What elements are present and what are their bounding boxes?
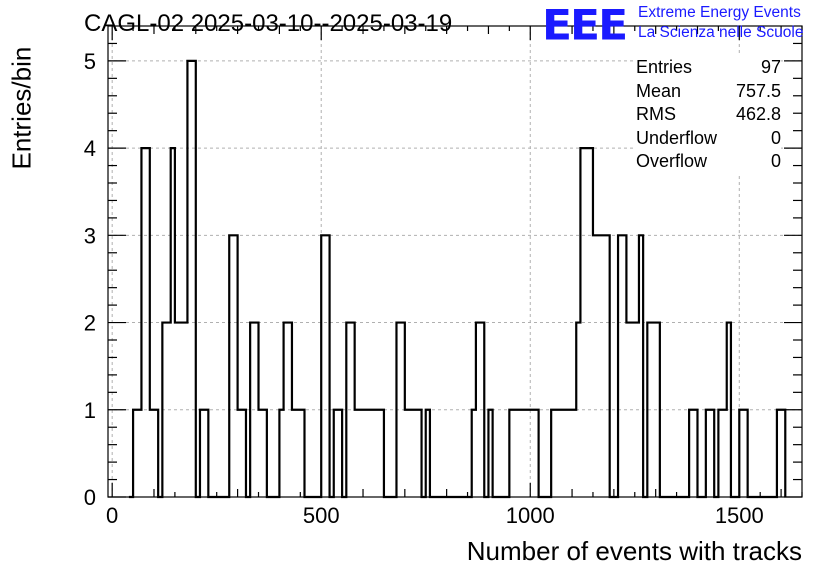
eee-logo: EEE	[542, 1, 628, 50]
logo-line-2: La Scienza nelle Scuole	[638, 24, 804, 41]
stats-entries-row: Entries 97	[636, 56, 781, 80]
stats-mean-row: Mean 757.5	[636, 80, 781, 104]
y-tick-label: 5	[84, 49, 96, 74]
stats-underflow-label: Underflow	[636, 127, 718, 148]
stats-overflow-row: Overflow 0	[636, 150, 781, 174]
y-tick-label: 0	[84, 485, 96, 510]
x-tick-label: 500	[303, 503, 340, 528]
stats-mean-label: Mean	[636, 80, 682, 101]
stats-rms-row: RMS 462.8	[636, 103, 781, 127]
stats-underflow-row: Underflow 0	[636, 127, 781, 151]
y-axis-label: Entries/bin	[6, 46, 37, 170]
stats-overflow-value: 0	[770, 151, 781, 171]
y-tick-label: 3	[84, 223, 96, 248]
stats-rms-label: RMS	[636, 104, 676, 124]
x-axis-label: Number of events with tracks	[466, 536, 802, 566]
stats-entries-label: Entries	[636, 57, 693, 77]
stats-mean-value: 757.5	[735, 80, 781, 101]
x-tick-label: 1000	[506, 503, 555, 528]
logo-line-1: Extreme Energy Events	[638, 4, 801, 21]
chart-title: CAGL-02 2025-03-10--2025-03-19	[84, 10, 453, 37]
histogram-series-line	[128, 59, 787, 499]
stats-entries-value: 97	[760, 57, 781, 77]
stats-underflow-value: 0	[770, 127, 781, 148]
y-tick-label: 4	[84, 136, 96, 161]
y-tick-label: 2	[84, 311, 96, 336]
y-tick-label: 1	[84, 398, 96, 423]
x-tick-label: 0	[106, 503, 118, 528]
stats-box: Entries 97 Mean 757.5 RMS 462.8 Underflo…	[636, 56, 781, 174]
stats-overflow-label: Overflow	[636, 151, 708, 171]
stats-rms-value: 462.8	[735, 104, 781, 124]
x-tick-label: 1500	[715, 503, 764, 528]
